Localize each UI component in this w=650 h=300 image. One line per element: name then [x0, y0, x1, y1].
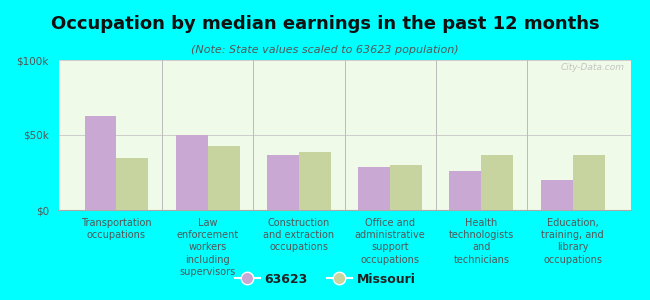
Text: (Note: State values scaled to 63623 population): (Note: State values scaled to 63623 popu… — [191, 45, 459, 55]
Legend: 63623, Missouri: 63623, Missouri — [229, 268, 421, 291]
Bar — [390, 165, 422, 210]
Bar — [267, 154, 299, 210]
Bar — [84, 116, 116, 210]
Bar — [358, 167, 390, 210]
Bar — [207, 146, 240, 210]
Bar — [541, 180, 573, 210]
Bar — [176, 135, 207, 210]
Bar — [573, 154, 604, 210]
Bar — [116, 158, 148, 210]
Text: City-Data.com: City-Data.com — [561, 63, 625, 72]
Bar — [449, 171, 482, 210]
Bar — [299, 152, 331, 210]
Text: Occupation by median earnings in the past 12 months: Occupation by median earnings in the pas… — [51, 15, 599, 33]
Bar — [482, 154, 514, 210]
